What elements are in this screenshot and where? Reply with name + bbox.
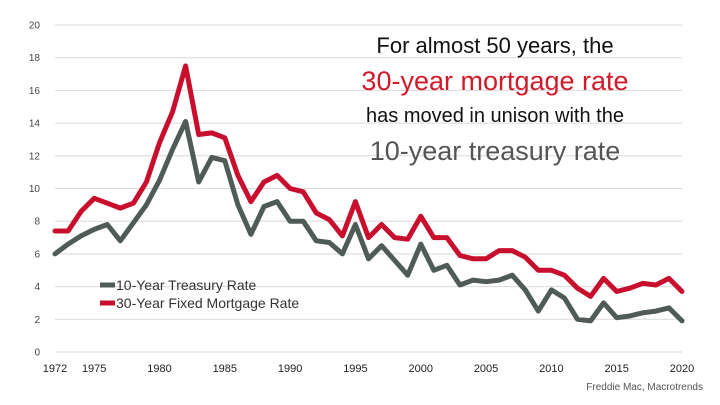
headline-line-1: For almost 50 years, the — [376, 33, 614, 58]
headline-treasury-rate: 10-year treasury rate — [369, 136, 621, 166]
y-tick-label: 10 — [29, 184, 41, 195]
x-tick-label: 2020 — [670, 363, 694, 375]
legend: 10-Year Treasury Rate 30-Year Fixed Mort… — [100, 277, 299, 311]
y-axis-ticks: 0 2 4 6 8 10 12 14 16 18 20 — [29, 21, 41, 359]
x-tick-label: 2010 — [539, 363, 563, 375]
y-tick-label: 8 — [34, 217, 40, 228]
y-tick-label: 16 — [29, 86, 41, 97]
y-tick-label: 12 — [29, 151, 41, 162]
headline-mortgage-rate: 30-year mortgage rate — [361, 66, 629, 96]
x-tick-label: 2015 — [604, 363, 628, 375]
x-tick-label: 1990 — [278, 363, 302, 375]
series-line-treasury — [52, 119, 685, 324]
y-tick-label: 20 — [29, 21, 41, 32]
source-note: Freddie Mac, Macrotrends — [586, 382, 703, 393]
y-tick-label: 0 — [34, 348, 40, 359]
x-tick-label: 1980 — [147, 363, 171, 375]
series-lines — [52, 63, 685, 324]
y-tick-label: 6 — [34, 249, 40, 260]
x-tick-label: 2005 — [474, 363, 498, 375]
x-axis-ticks: 1972 1975 1980 1985 1990 1995 2000 2005 2010 2015… — [43, 363, 694, 375]
y-tick-label: 2 — [34, 315, 40, 326]
x-tick-label: 1972 — [43, 363, 67, 375]
y-tick-label: 18 — [29, 53, 41, 64]
series-line-mortgage — [52, 63, 685, 299]
y-tick-label: 4 — [34, 282, 40, 293]
grid-lines — [55, 24, 682, 353]
x-tick-label: 2000 — [409, 363, 433, 375]
headline-block: For almost 50 years, the 30-year mortgag… — [300, 30, 690, 170]
x-tick-label: 1985 — [213, 363, 237, 375]
legend-label-mortgage: 30-Year Fixed Mortgage Rate — [116, 295, 299, 311]
headline-line-3: has moved in unison with the — [366, 105, 624, 127]
legend-label-treasury: 10-Year Treasury Rate — [116, 277, 257, 293]
x-tick-label: 1995 — [343, 363, 367, 375]
x-tick-label: 1975 — [82, 363, 106, 375]
y-tick-label: 14 — [29, 119, 41, 130]
